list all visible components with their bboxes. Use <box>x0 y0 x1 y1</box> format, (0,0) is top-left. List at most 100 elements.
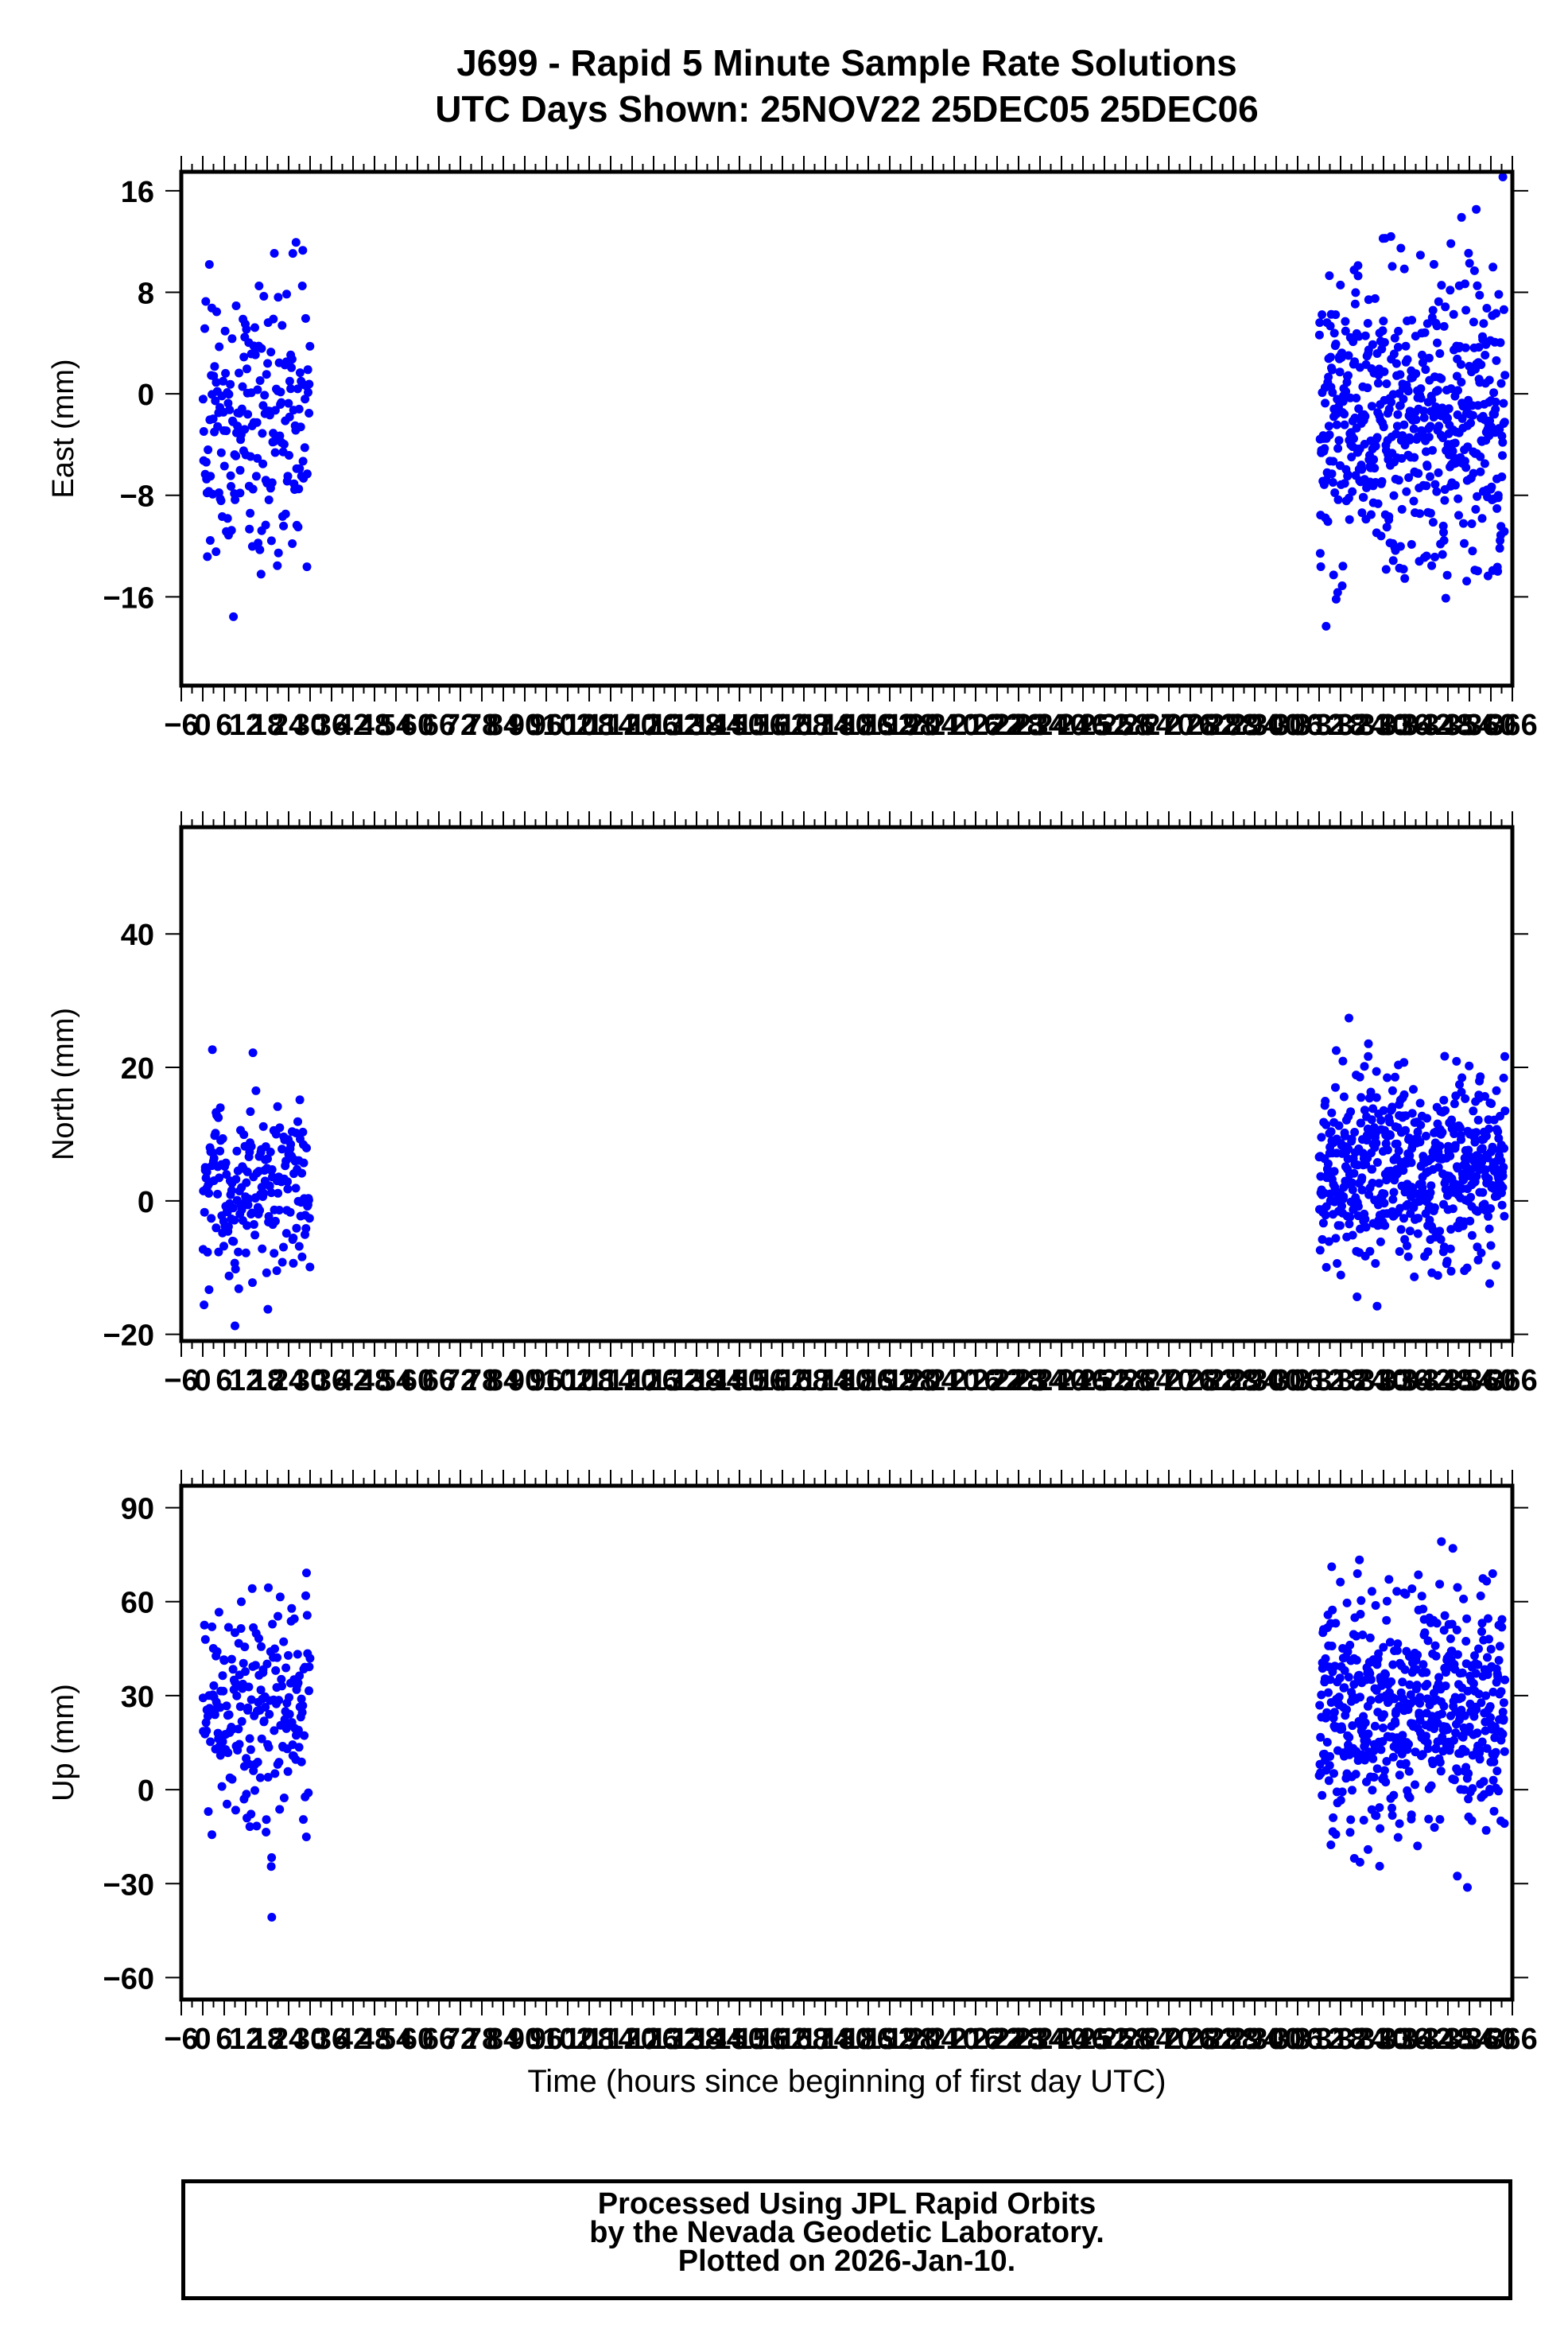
data-point <box>1372 1811 1381 1821</box>
data-point <box>1331 1082 1340 1092</box>
data-point <box>1377 476 1387 486</box>
data-point <box>294 1743 304 1752</box>
data-point <box>1342 1705 1351 1714</box>
x-tick-label: 84 <box>487 709 520 742</box>
data-point <box>305 341 315 351</box>
data-point <box>1388 1660 1398 1669</box>
data-point <box>246 1745 255 1755</box>
data-point <box>1331 594 1341 604</box>
data-point <box>1420 328 1430 337</box>
data-point <box>1364 1051 1373 1061</box>
x-tick-label: 132 <box>650 1364 700 1397</box>
data-point <box>1476 1592 1485 1600</box>
data-point <box>1372 433 1382 442</box>
x-tick-label: 210 <box>929 1364 979 1397</box>
data-point <box>1450 480 1460 490</box>
data-point <box>1345 1013 1353 1023</box>
x-tick-label: 282 <box>1186 1364 1236 1397</box>
data-point <box>1485 375 1494 385</box>
data-point <box>295 464 305 473</box>
data-point <box>1434 468 1443 477</box>
x-tick-label: 126 <box>628 2023 678 2056</box>
data-point <box>1405 1793 1415 1802</box>
data-point <box>278 1681 286 1691</box>
data-point <box>1450 1141 1460 1150</box>
data-point <box>271 1129 281 1139</box>
x-tick-label: 288 <box>1208 2023 1258 2056</box>
data-point <box>1453 1871 1462 1881</box>
x-tick-label: 264 <box>1122 1364 1172 1397</box>
data-point <box>1315 1700 1325 1710</box>
data-point <box>1331 1829 1341 1839</box>
data-point <box>1461 1747 1470 1756</box>
data-point <box>1379 422 1388 432</box>
data-point <box>1464 248 1473 258</box>
data-point <box>200 1300 209 1310</box>
data-point <box>1339 1192 1349 1201</box>
data-point <box>1394 1146 1403 1156</box>
data-point <box>1389 491 1399 500</box>
data-point <box>1464 1145 1473 1155</box>
x-tick-label: 126 <box>628 1364 678 1397</box>
data-point <box>1350 299 1360 309</box>
x-tick-label: 90 <box>508 1364 541 1397</box>
data-point <box>225 405 235 414</box>
data-point <box>274 1206 284 1215</box>
x-tick-label: 252 <box>1079 709 1129 742</box>
data-point <box>298 1701 308 1710</box>
data-point <box>1411 415 1421 425</box>
data-point <box>1439 321 1449 331</box>
data-point <box>304 1788 313 1798</box>
x-tick-label: 354 <box>1444 1364 1494 1397</box>
x-tick-label: 114 <box>586 2023 635 2056</box>
data-point <box>1388 1102 1397 1112</box>
data-point <box>222 1170 231 1180</box>
y-tick-label: 8 <box>138 278 154 311</box>
data-point <box>1423 1744 1433 1753</box>
x-tick-label: 360 <box>1465 2023 1516 2056</box>
x-tick-label: 48 <box>358 709 391 742</box>
data-point <box>254 538 263 548</box>
data-point <box>1349 337 1358 347</box>
data-point <box>1428 518 1438 527</box>
footer-line-3: Plotted on 2026-Jan-10. <box>677 2245 1016 2278</box>
data-point <box>1416 394 1426 403</box>
x-tick-label: 96 <box>530 1364 563 1397</box>
data-point <box>1337 1724 1347 1734</box>
data-point <box>1352 394 1361 402</box>
data-point <box>1428 305 1438 315</box>
data-point <box>1407 540 1416 549</box>
data-point <box>254 282 264 290</box>
data-point <box>1392 1646 1402 1655</box>
data-point <box>1491 397 1500 406</box>
data-point <box>244 1759 254 1769</box>
data-point <box>1356 1693 1364 1702</box>
x-tick-label: 156 <box>735 1364 786 1397</box>
data-point <box>1481 1165 1490 1175</box>
data-point <box>1354 1670 1364 1680</box>
data-point <box>1464 1794 1473 1804</box>
x-tick-label: 228 <box>993 1364 1043 1397</box>
data-point <box>293 384 302 394</box>
data-point <box>1457 1668 1467 1677</box>
data-point <box>1476 452 1485 461</box>
data-point <box>1472 1704 1481 1714</box>
x-tick-label: 138 <box>671 1364 721 1397</box>
data-point <box>1470 1651 1479 1661</box>
x-tick-label: 6 <box>215 2023 232 2056</box>
data-point <box>235 1739 244 1749</box>
data-point <box>1372 1764 1382 1774</box>
x-tick-label: 36 <box>315 709 348 742</box>
x-tick-label: 180 <box>821 2023 871 2056</box>
data-point <box>301 1591 310 1600</box>
data-point <box>1474 1689 1484 1699</box>
data-point <box>1417 1592 1426 1601</box>
data-point <box>1443 414 1452 423</box>
y-tick-label: 60 <box>121 1587 154 1620</box>
data-point <box>1329 1813 1338 1822</box>
data-point <box>1394 476 1403 485</box>
data-point <box>270 249 279 258</box>
data-point <box>198 394 208 404</box>
data-point <box>1474 343 1484 352</box>
x-tick-label: 90 <box>508 709 541 742</box>
